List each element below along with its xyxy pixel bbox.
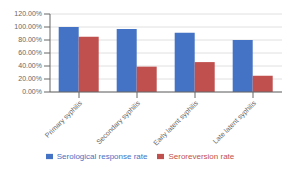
svg-text:Early latent syphilis: Early latent syphilis: [152, 99, 200, 147]
svg-text:Primary syphilis: Primary syphilis: [44, 99, 85, 140]
svg-text:Secondary syphilis: Secondary syphilis: [95, 99, 142, 146]
svg-text:60.00%: 60.00%: [18, 49, 42, 56]
svg-text:40.00%: 40.00%: [18, 62, 42, 69]
svg-text:0.00%: 0.00%: [22, 88, 42, 95]
svg-text:100.00%: 100.00%: [14, 23, 42, 30]
html-text:Seroreversion rate: Seroreversion rate: [168, 152, 235, 161]
html-text:Serological response rate: Serological response rate: [56, 152, 148, 161]
svg-text:Late latent syphilis: Late latent syphilis: [212, 99, 259, 146]
svg-text:80.00%: 80.00%: [18, 36, 42, 43]
svg-text:120.00%: 120.00%: [14, 10, 42, 17]
svg-text:20.00%: 20.00%: [18, 75, 42, 82]
